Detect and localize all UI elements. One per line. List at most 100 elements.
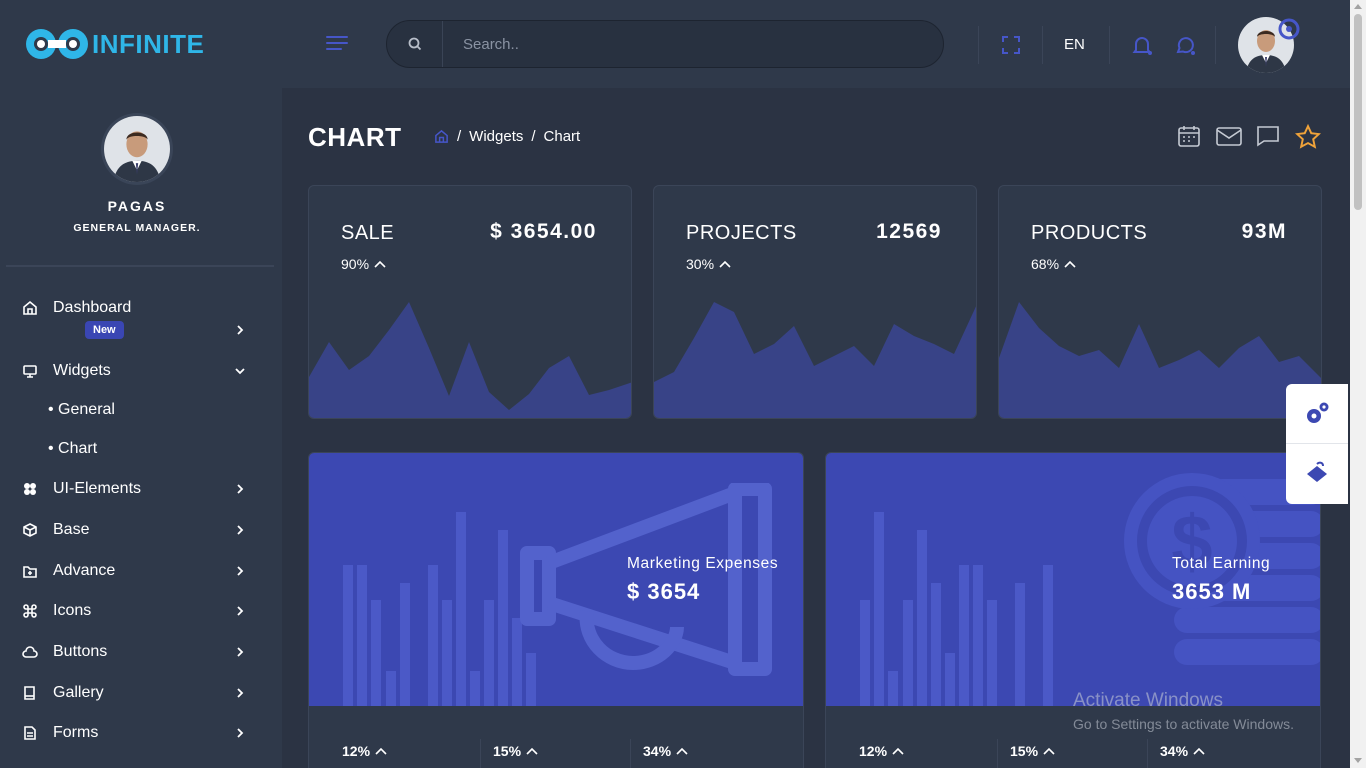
header-divider: [978, 26, 979, 64]
chevron-up-icon: [1193, 747, 1205, 755]
menu-toggle-icon[interactable]: [326, 36, 350, 54]
stat-card-sale: SALE $ 3654.00 90%: [308, 185, 632, 419]
megaphone-icon: [520, 483, 772, 676]
dollar-coins-icon: $: [1124, 473, 1320, 665]
sidebar-item-label: Widgets: [53, 362, 111, 379]
sidebar: PAGAS GENERAL MANAGER. Dashboard New Wid…: [0, 88, 282, 768]
stat-text: 15%: [1010, 743, 1039, 759]
stat-card-projects: PROJECTS 12569 30%: [653, 185, 977, 419]
percent-text: 68%: [1031, 256, 1060, 272]
scroll-down-arrow[interactable]: [1354, 758, 1362, 763]
sidebar-item-buttons[interactable]: Buttons: [0, 637, 274, 667]
sidebar-item-label: Icons: [53, 602, 92, 619]
sidebar-item-label: Dashboard: [53, 299, 132, 316]
divider: [480, 739, 481, 768]
sidebar-item-label: Base: [53, 521, 90, 538]
breadcrumb: / Widgets / Chart: [434, 128, 580, 145]
sidebar-item-advance[interactable]: Advance: [0, 556, 274, 586]
page-scrollbar[interactable]: [1350, 0, 1366, 768]
calendar-icon[interactable]: [1177, 124, 1203, 150]
sparkline-area-chart: [309, 302, 631, 418]
sidebar-item-label: Gallery: [53, 684, 104, 701]
sidebar-subitem-chart[interactable]: • Chart: [48, 440, 98, 457]
card-label: Marketing Expenses: [627, 555, 779, 572]
app-logo[interactable]: INFINITE: [24, 26, 204, 62]
sidebar-item-dashboard[interactable]: Dashboard: [0, 293, 274, 323]
stat-label: PRODUCTS: [1031, 222, 1148, 244]
chevron-up-icon: [892, 747, 904, 755]
infinity-logo-icon: [26, 29, 88, 59]
stat-percent: 68%: [1031, 256, 1076, 272]
command-icon: [23, 604, 37, 618]
sidebar-item-gallery[interactable]: Gallery: [0, 678, 274, 708]
sidebar-item-forms[interactable]: Forms: [0, 718, 274, 748]
fullscreen-icon[interactable]: [1000, 34, 1022, 56]
stat-percent: 30%: [686, 256, 731, 272]
card-value: $ 3654: [627, 579, 701, 604]
sidebar-subitem-general[interactable]: • General: [48, 401, 115, 418]
subitem-label: Chart: [58, 440, 98, 457]
breadcrumb-widgets[interactable]: Widgets: [469, 128, 524, 145]
header-divider: [1042, 26, 1043, 64]
message-icon[interactable]: [1256, 124, 1282, 150]
breadcrumb-separator: /: [531, 128, 536, 145]
card-label: Total Earning: [1172, 555, 1271, 572]
chevron-up-icon: [1043, 747, 1055, 755]
stat-text: 12%: [342, 743, 371, 759]
star-icon[interactable]: [1294, 123, 1322, 150]
sidebar-item-label: Advance: [53, 562, 116, 579]
chevron-up-icon: [375, 747, 387, 755]
card-stat: 34%: [1160, 743, 1205, 759]
search-icon[interactable]: [387, 21, 443, 67]
scroll-up-arrow[interactable]: [1354, 4, 1362, 9]
stat-text: 15%: [493, 743, 522, 759]
chevron-right-icon: [237, 525, 244, 535]
stat-label: SALE: [341, 222, 395, 244]
divider: [1286, 443, 1348, 444]
divider: [997, 739, 998, 768]
stat-card-products: PRODUCTS 93M 68%: [998, 185, 1322, 419]
chevron-up-icon: [374, 260, 386, 268]
profile-avatar[interactable]: [104, 116, 170, 182]
profile-role: GENERAL MANAGER.: [73, 222, 201, 234]
stat-value: $ 3654.00: [490, 220, 597, 243]
settings-gear-icon[interactable]: [1303, 400, 1331, 428]
sidebar-item-label: Buttons: [53, 643, 108, 660]
card-banner: Marketing Expenses $ 3654: [309, 453, 803, 706]
watermark-subtitle: Go to Settings to activate Windows.: [1073, 716, 1294, 732]
header-divider: [1109, 26, 1110, 64]
paint-bucket-icon[interactable]: [1303, 460, 1331, 488]
folder-plus-icon: [23, 566, 37, 578]
language-selector[interactable]: EN: [1064, 36, 1085, 53]
search-bar: [386, 20, 944, 68]
sidebar-item-ui-elements[interactable]: UI-Elements: [0, 474, 274, 504]
new-badge: New: [85, 321, 124, 339]
sidebar-item-widgets[interactable]: Widgets: [0, 356, 274, 386]
top-header: INFINITE EN: [0, 0, 1350, 88]
stat-label: PROJECTS: [686, 222, 797, 244]
stat-text: 12%: [859, 743, 888, 759]
file-text-icon: [24, 726, 36, 740]
card-stat: 15%: [1010, 743, 1055, 759]
sparkline-area-chart: [999, 302, 1321, 418]
monitor-icon: [23, 365, 37, 378]
mail-icon[interactable]: [1216, 124, 1242, 150]
sidebar-item-base[interactable]: Base: [0, 515, 274, 545]
card-stat: 34%: [643, 743, 688, 759]
chevron-right-icon: [237, 606, 244, 616]
profile-name: PAGAS: [107, 198, 167, 214]
home-icon: [23, 300, 37, 315]
svg-text:$: $: [1171, 500, 1212, 583]
user-avatar[interactable]: [1238, 17, 1294, 73]
sidebar-item-icons[interactable]: Icons: [0, 596, 274, 626]
card-value: 3653 M: [1172, 579, 1252, 604]
divider: [1147, 739, 1148, 768]
home-icon[interactable]: [434, 129, 449, 144]
search-input[interactable]: [463, 35, 883, 53]
settings-badge-icon: [1278, 18, 1300, 40]
chevron-right-icon: [237, 325, 244, 335]
scroll-thumb[interactable]: [1354, 14, 1362, 210]
chat-icon[interactable]: [1174, 34, 1196, 56]
bell-icon[interactable]: [1131, 34, 1153, 56]
chevron-up-icon: [1064, 260, 1076, 268]
